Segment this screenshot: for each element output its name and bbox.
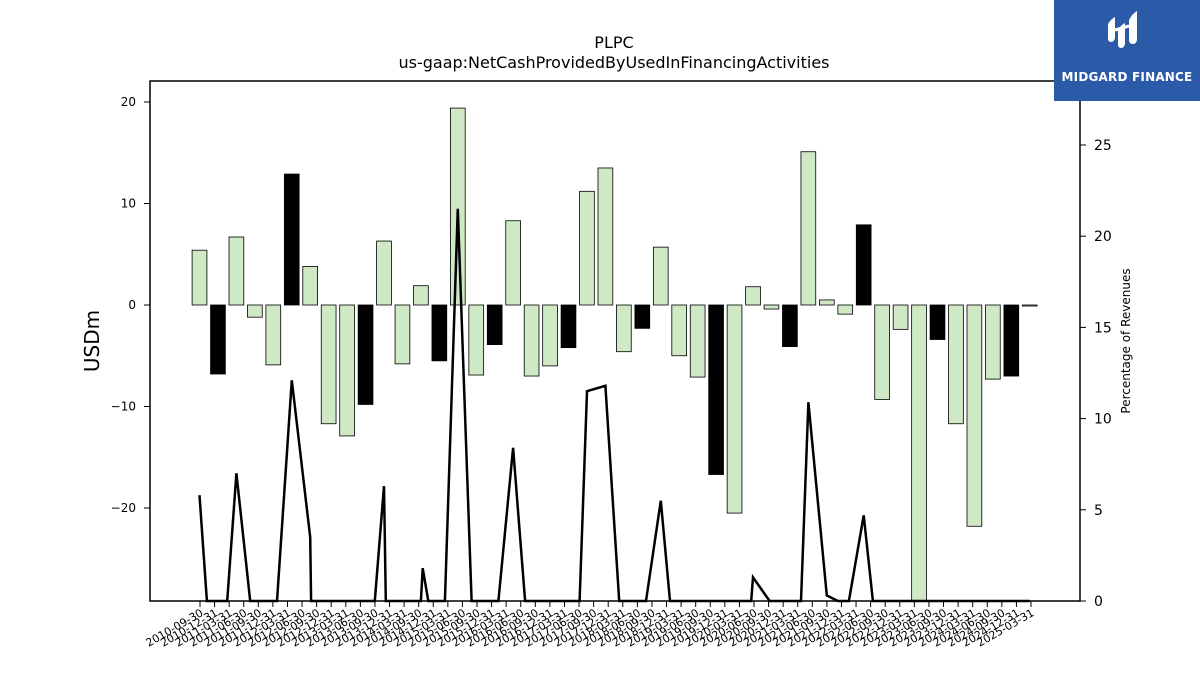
bar — [247, 304, 263, 318]
bar — [800, 151, 817, 306]
y2-tick-label: 25 — [1094, 138, 1112, 154]
bar — [634, 304, 651, 329]
bar — [210, 304, 226, 375]
bar — [505, 220, 521, 306]
bar — [985, 304, 1001, 380]
y-axis-right: 0 5 10 15 20 25 — [1080, 138, 1112, 610]
y-tick-label: 10 — [121, 197, 136, 211]
bar — [597, 167, 614, 306]
bar — [892, 304, 909, 330]
y-axis-label: USDm — [80, 310, 104, 372]
bar — [763, 304, 780, 310]
bars — [191, 107, 1038, 602]
bar — [911, 304, 927, 602]
bar — [560, 304, 577, 349]
bar — [523, 304, 540, 377]
bar — [468, 304, 485, 376]
bar — [302, 266, 318, 306]
bar — [320, 304, 337, 425]
bar — [948, 304, 964, 425]
y-tick-label: 20 — [121, 95, 136, 109]
bar — [616, 304, 632, 353]
bar — [689, 304, 706, 378]
y-axis-left: 20 10 0 −10 −20 — [111, 95, 150, 515]
bar — [1021, 304, 1038, 307]
brand-logo: MIDGARD FINANCE — [1054, 0, 1200, 101]
bar — [283, 173, 300, 306]
bar — [357, 304, 374, 405]
percentage-line — [198, 208, 1030, 603]
bar — [726, 304, 743, 514]
y2-tick-label: 15 — [1094, 320, 1112, 336]
y2-tick-label: 0 — [1094, 594, 1103, 610]
midgard-logo-icon — [1108, 11, 1137, 48]
plot-frame — [149, 80, 1081, 602]
logo-text: MIDGARD FINANCE — [1061, 70, 1193, 84]
bar — [579, 190, 595, 306]
bar — [449, 107, 466, 306]
bar — [671, 304, 687, 357]
bar — [486, 304, 503, 345]
y2-tick-label: 20 — [1094, 229, 1112, 245]
y2-tick-label: 10 — [1094, 412, 1112, 428]
bar — [265, 304, 282, 366]
bar — [966, 304, 983, 527]
line-series — [198, 208, 1030, 603]
bar — [652, 246, 669, 306]
bar — [782, 304, 798, 348]
bar — [394, 304, 411, 365]
bar — [228, 236, 245, 306]
chart-title: PLPC — [594, 33, 633, 52]
bar — [745, 286, 761, 306]
bar — [431, 304, 448, 362]
bar — [413, 285, 429, 306]
y-tick-label: −20 — [111, 501, 136, 515]
y-tick-label: −10 — [111, 400, 136, 414]
bar — [376, 240, 392, 306]
bar — [929, 304, 946, 340]
y2-tick-label: 5 — [1094, 503, 1103, 519]
y-tick-label: 0 — [128, 298, 136, 312]
chart-subtitle: us-gaap:NetCashProvidedByUsedInFinancing… — [398, 53, 829, 72]
bar — [191, 249, 208, 306]
bar — [874, 304, 890, 400]
bar — [837, 304, 854, 315]
bar — [339, 304, 355, 437]
bar — [542, 304, 558, 367]
bar — [708, 304, 724, 475]
bar — [855, 224, 872, 306]
y2-axis-label: Percentage of Revenues — [1119, 268, 1133, 413]
x-axis: 2010-09-302010-12-312011-03-312011-06-30… — [144, 601, 1037, 650]
bar — [819, 299, 835, 306]
bar — [1003, 304, 1020, 377]
